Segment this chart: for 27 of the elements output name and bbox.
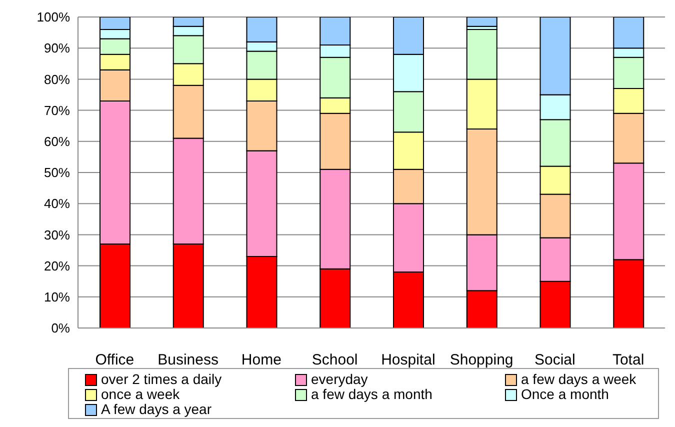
y-tick-label: 50% xyxy=(44,165,70,180)
x-tick-label: Hospital xyxy=(381,352,436,369)
x-tick-label: Home xyxy=(241,352,282,369)
y-tick-label: 80% xyxy=(44,72,70,87)
x-tick-label: Office xyxy=(95,352,134,369)
y-tick-label: 90% xyxy=(44,40,70,56)
y-tick-label: 10% xyxy=(44,290,70,305)
legend-label: everyday xyxy=(311,371,368,387)
y-tick-label: 60% xyxy=(44,134,70,150)
y-tick-label: 20% xyxy=(44,258,70,274)
x-tick-label: Total xyxy=(612,352,644,369)
x-tick-label: Social xyxy=(534,352,576,369)
legend-label: a few days a month xyxy=(311,386,432,402)
x-tick-label: Business xyxy=(158,352,218,369)
y-tick-label: 70% xyxy=(44,102,70,118)
x-tick-label: School xyxy=(312,352,358,369)
y-tick-label: 40% xyxy=(44,196,70,212)
x-tick-label: Shopping xyxy=(450,352,514,369)
legend-label: once a week xyxy=(101,386,180,402)
legend-label: over 2 times a daily xyxy=(101,371,222,387)
y-tick-label: 100% xyxy=(36,10,70,25)
legend-label: A few days a year xyxy=(101,401,212,417)
legend-label: Once a month xyxy=(521,386,609,402)
bar xyxy=(466,17,498,27)
y-tick-label: 0% xyxy=(51,320,70,336)
legend-label: a few days a week xyxy=(521,371,636,387)
y-tick-label: 30% xyxy=(44,227,70,242)
